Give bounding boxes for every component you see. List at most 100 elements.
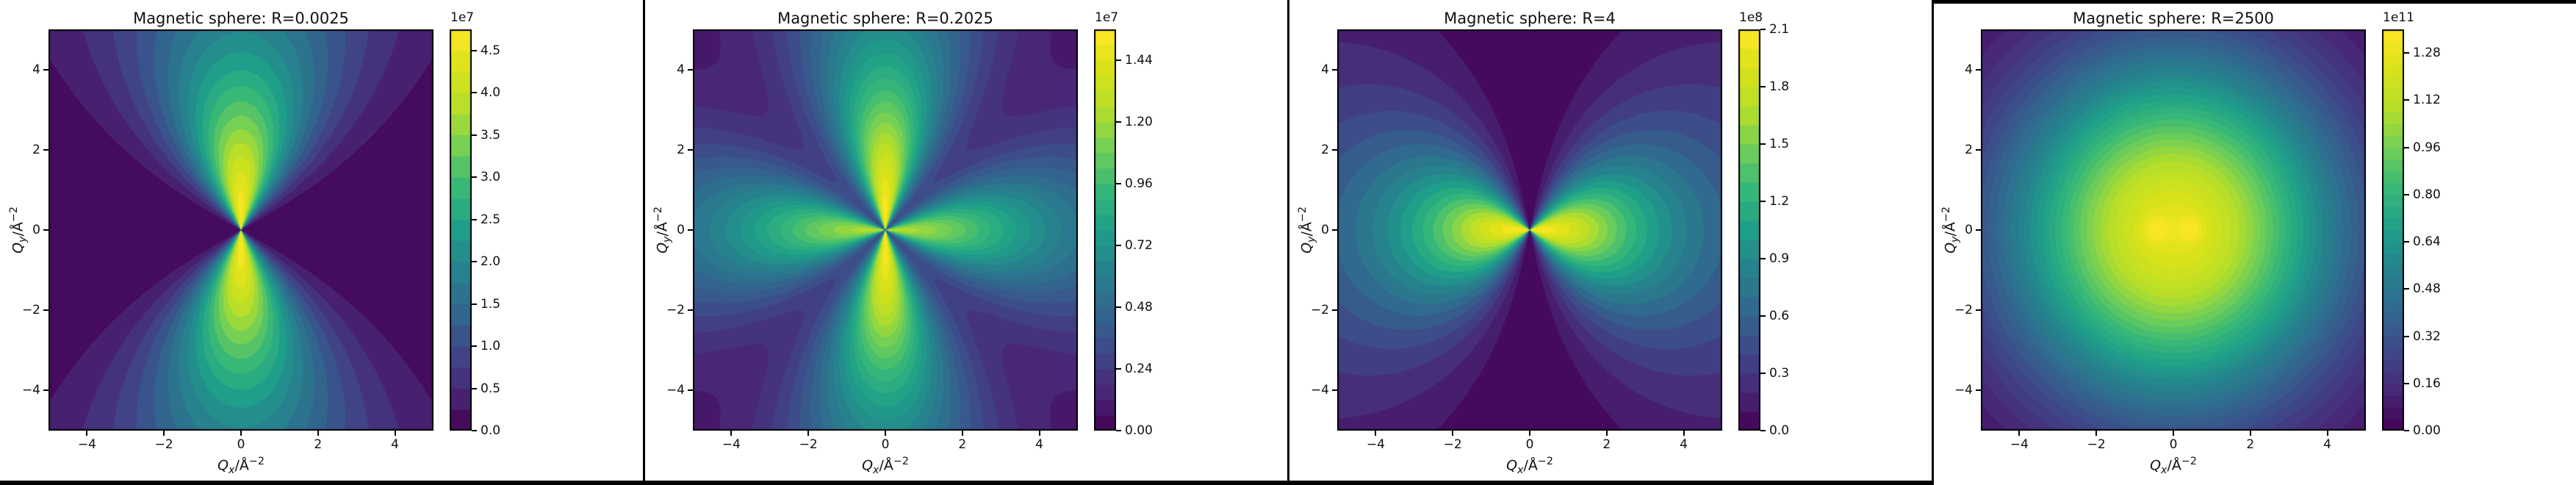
x-tick-mark [2095, 431, 2098, 436]
colorbar-tick-label: 0.72 [1125, 238, 1153, 253]
colorbar-tick-label: 0.6 [1769, 309, 1790, 323]
y-tick-mark [1976, 309, 1981, 312]
y-tick-label: −2 [1954, 303, 1973, 318]
colorbar-tick-label: 3.0 [481, 170, 501, 185]
colorbar-tick-label: 1.8 [1769, 79, 1790, 94]
x-tick-label: 4 [1680, 437, 1688, 452]
colorbar-tick-mark [2404, 193, 2409, 195]
colorbar-tick-mark [1760, 86, 1766, 87]
colorbar-tick-mark [2404, 335, 2409, 337]
subplot-title: Magnetic sphere: R=2500 [2073, 10, 2274, 27]
colorbar-scale-label: 1e11 [2383, 10, 2414, 25]
y-tick-label: 0 [1321, 223, 1329, 237]
colorbar-tick-mark [1760, 373, 1766, 374]
colorbar-tick-mark [472, 49, 477, 51]
colorbar-tick-label: 1.28 [2413, 46, 2441, 61]
y-tick-mark [43, 309, 48, 312]
colorbar-tick-mark [1116, 368, 1121, 370]
colorbar-tick-mark [472, 303, 477, 305]
y-tick-label: −2 [1310, 303, 1329, 318]
colorbar-tick-label: 0.48 [1125, 300, 1153, 315]
x-tick-mark [2173, 431, 2174, 436]
y-tick-label: 2 [1965, 142, 1973, 157]
colorbar-tick-label: 0.00 [2413, 423, 2441, 438]
panel-separator [643, 0, 645, 485]
colorbar-tick-mark [1116, 430, 1121, 431]
colorbar-tick-mark [1760, 143, 1766, 145]
colorbar-tick-label: 0.48 [2413, 281, 2441, 297]
x-tick-mark [1683, 431, 1685, 436]
colorbar-tick-label: 4.0 [481, 85, 501, 101]
colorbar-tick-mark [2404, 430, 2409, 431]
y-tick-label: 0 [1965, 223, 1973, 237]
colorbar-tick-label: 1.20 [1125, 115, 1153, 129]
x-tick-label: 4 [1035, 437, 1044, 452]
y-tick-mark [1976, 229, 1981, 231]
colorbar-tick-label: 1.12 [2413, 93, 2441, 108]
colorbar-tick-mark [2404, 382, 2409, 384]
y-tick-label: −4 [1310, 383, 1329, 398]
colorbar-tick-label: 1.5 [481, 296, 501, 312]
colorbar-scale-label: 1e7 [450, 10, 475, 25]
y-tick-label: −2 [666, 303, 685, 318]
colorbar-tick-mark [1116, 183, 1121, 184]
x-tick-label: −2 [799, 437, 818, 452]
y-tick-mark [43, 229, 48, 231]
x-tick-label: −2 [154, 437, 173, 452]
y-tick-label: 2 [1321, 142, 1329, 157]
colorbar-tick-mark [2404, 241, 2409, 243]
x-tick-mark [961, 431, 963, 436]
colorbar-tick-label: 0.32 [2413, 328, 2441, 344]
colorbar-tick-label: 0.5 [481, 381, 501, 396]
subplot-4: Magnetic sphere: R=2500 1e11 Qx/Å−2 Qy/Å… [1932, 0, 2576, 485]
x-axis-label: Qx/Å−2 [217, 456, 265, 477]
x-axis-label: Qx/Å−2 [2150, 456, 2197, 477]
colorbar-tick-label: 0.3 [1769, 366, 1790, 381]
x-tick-label: 4 [2323, 437, 2332, 452]
x-tick-label: 2 [2246, 437, 2255, 452]
colorbar-tick-mark [1760, 315, 1766, 317]
y-tick-mark [1332, 148, 1337, 151]
y-tick-mark [43, 148, 48, 151]
x-tick-label: −4 [722, 437, 741, 452]
x-tick-mark [730, 431, 733, 436]
colorbar-tick-mark [2404, 288, 2409, 290]
y-tick-mark [1976, 389, 1981, 392]
colorbar-tick-mark [472, 387, 477, 389]
colorbar-tick-mark [472, 218, 477, 220]
colorbar-tick-mark [1116, 245, 1121, 246]
x-tick-label: 0 [1525, 437, 1534, 452]
colorbar-tick-mark [472, 345, 477, 348]
x-tick-mark [885, 431, 886, 436]
y-tick-label: 4 [32, 62, 40, 77]
y-tick-mark [688, 309, 693, 312]
colorbar-tick-label: 0.64 [2413, 234, 2441, 250]
colorbar-tick-mark [1116, 121, 1121, 123]
colorbar-tick-mark [472, 92, 477, 94]
colorbar [1738, 29, 1760, 431]
subplot-1: Magnetic sphere: R=0.0025 1e7 Qx/Å−2 Qy/… [0, 0, 644, 485]
colorbar-tick-label: 0.0 [481, 423, 501, 438]
x-tick-label: 2 [314, 437, 323, 452]
contour-plot [48, 29, 433, 431]
colorbar-tick-label: 0.0 [1769, 423, 1790, 438]
colorbar-tick-label: 0.00 [1125, 423, 1153, 438]
colorbar-tick-label: 2.1 [1769, 22, 1790, 37]
colorbar-tick-label: 2.5 [481, 212, 501, 227]
figure-border-bottom [0, 481, 1934, 485]
x-tick-label: 4 [391, 437, 400, 452]
colorbar-tick-label: 0.96 [1125, 176, 1153, 191]
x-tick-label: −4 [1366, 437, 1385, 452]
colorbar-tick-mark [1760, 258, 1766, 259]
y-tick-label: −2 [21, 303, 40, 318]
x-axis-label: Qx/Å−2 [862, 456, 909, 477]
colorbar-scale-label: 1e7 [1095, 10, 1119, 25]
subplot-title: Magnetic sphere: R=0.2025 [777, 10, 993, 27]
colorbar-tick-mark [2404, 52, 2409, 54]
colorbar-tick-label: 1.5 [1769, 137, 1790, 151]
colorbar-tick-mark [472, 176, 477, 179]
colorbar-tick-mark [1760, 201, 1766, 202]
y-tick-mark [688, 148, 693, 151]
colorbar-tick-mark [2404, 99, 2409, 101]
